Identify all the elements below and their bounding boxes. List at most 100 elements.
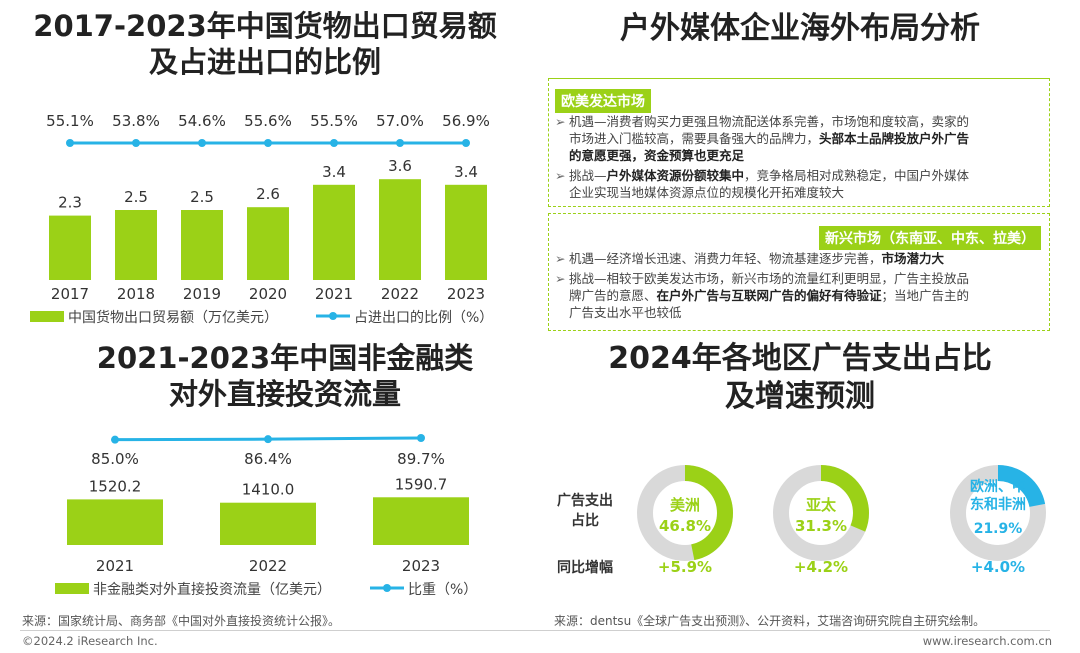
chart1-title-line1: 2017-2023年中国货物出口贸易额 [33,9,497,43]
odi-flow-chart: 非金融类对外直接投资流量（亿美元） 比重（%） 1520.2 2021 85.0% 1… [55,434,477,598]
legend-line-label: 占进出口的比例（%） [354,310,493,326]
export-bar [247,207,289,280]
export-trade-chart: 中国货物出口贸易额（万亿美元） 占进出口的比例（%） 2.3 2017 55.1% 2… [30,112,493,326]
share-row-label-line1: 广告支出 [557,492,613,509]
chart2-title-line1: 2021-2023年中国非金融类 [96,341,474,375]
region-share: 21.9% [974,521,1023,537]
odi-bar [373,497,469,545]
year-tick-label: 2018 [117,285,155,303]
chart1-title-line2: 及占进出口的比例 [148,45,381,80]
region-growth: +5.9% [658,558,712,576]
export-bar-value: 3.6 [388,157,412,175]
year-tick-label: 2021 [96,557,134,575]
export-bar-value: 3.4 [322,163,346,181]
legend-line-label: 比重（%） [408,582,477,598]
share-point-label: 56.9% [442,112,490,130]
developed-challenge: ➢ 挑战—户外媒体资源份额较集中，竞争格局相对成熟稳定，中国户外媒体 企业实现当地… [555,168,970,200]
donut-segment [950,465,1046,561]
region-share: 31.3% [795,517,847,535]
emerging-market-tag: 新兴市场（东南亚、中东、拉美） [819,226,1041,250]
share-point-label: 55.6% [244,112,292,130]
odi-bar-value: 1410.0 [242,481,295,499]
export-bar [313,184,355,280]
region-name: 美洲 [670,496,700,514]
export-bar [445,184,487,280]
legend-bar-swatch [55,583,89,594]
export-bar [49,215,91,280]
region-name: 欧洲、中东和非洲 [970,478,1026,513]
odi-bar-value: 1520.2 [89,477,142,495]
year-tick-label: 2023 [447,285,485,303]
ad-spend-title: 2024年各地区广告支出占比 及增速预测 [560,340,1040,415]
donut-segment [637,465,733,561]
legend-bar-label: 中国货物出口贸易额（万亿美元） [68,309,278,326]
year-tick-label: 2021 [315,285,353,303]
share-point-label: 57.0% [376,112,424,130]
legend-bar-swatch [30,311,64,322]
ad-spend-title-line1: 2024年各地区广告支出占比 [608,341,992,376]
ad-spend-title-line2: 及增速预测 [725,378,875,414]
chart1-title: 2017-2023年中国货物出口贸易额 及占进出口的比例 [10,8,520,81]
bullet-arrow-icon: ➢ [555,251,566,266]
year-tick-label: 2020 [249,285,287,303]
region-growth: +4.2% [794,558,848,576]
region-share: 46.8% [659,517,711,535]
odi-bar [220,502,316,545]
share-point-label: 53.8% [112,112,160,130]
share-row-label-line2: 占比 [571,512,599,529]
odi-share-point [417,434,425,442]
share-point [396,139,404,147]
export-bar-value: 2.3 [58,194,82,212]
outdoor-media-title: 户外媒体企业海外布局分析 [620,11,980,46]
odi-bar-value: 1590.7 [395,475,448,493]
chart2-title-line2: 对外直接投资流量 [168,377,401,412]
bullet-arrow-icon: ➢ [555,114,566,129]
year-tick-label: 2017 [51,285,89,303]
share-point [198,139,206,147]
share-point-label: 55.1% [46,112,94,130]
year-tick-label: 2019 [183,285,221,303]
export-bar [115,210,157,280]
share-point [330,139,338,147]
developed-opportunity: ➢ 机遇—消费者购买力更强且物流配送体系完善，市场饱和度较高，卖家的 市场进入门槛… [555,114,970,163]
year-tick-label: 2022 [381,285,419,303]
odi-bar [67,499,163,545]
region-name: 亚太 [806,496,837,514]
odi-share-label: 86.4% [244,450,292,468]
chart2-title: 2021-2023年中国非金融类 对外直接投资流量 [40,340,530,413]
legend-line-marker [329,312,337,320]
donut-segment [773,465,869,561]
emerging-challenge: ➢ 挑战—相较于欧美发达市场，新兴市场的流量红利更明显，广告主投放品 牌广告的意愿… [555,271,970,320]
share-point [462,139,470,147]
emerging-opportunity: ➢ 机遇—经济增长迅速、消费力年轻、物流基建逐步完善，市场潜力大 [555,251,945,266]
copyright: ©2024.2 iResearch Inc. [22,634,158,648]
legend-bar-label: 非金融类对外直接投资流量（亿美元） [93,581,331,598]
region-growth: +4.0% [971,558,1025,576]
ad-spend-donuts: 广告支出 占比 同比增幅 美洲 46.8% +5.9% 亚太 31.3% +4.2% 欧洲、… [557,465,1046,576]
growth-row-label: 同比增幅 [557,559,613,576]
source-left: 来源：国家统计局、商务部《中国对外直接投资统计公报》。 [22,614,341,628]
bullet-arrow-icon: ➢ [555,271,566,286]
year-tick-label: 2023 [402,557,440,575]
export-bar-value: 3.4 [454,163,478,181]
odi-share-label: 89.7% [397,450,445,468]
share-point-label: 55.5% [310,112,358,130]
share-point-label: 54.6% [178,112,226,130]
share-point [132,139,140,147]
footer-divider [20,630,1050,631]
website-link[interactable]: www.iresearch.com.cn [922,634,1052,648]
year-tick-label: 2022 [249,557,287,575]
bullet-arrow-icon: ➢ [555,168,566,183]
odi-share-point [111,435,119,444]
export-bar [379,179,421,280]
legend-line-marker [383,584,391,592]
odi-share-label: 85.0% [91,450,139,468]
emerging-market-box: 新兴市场（东南亚、中东、拉美） ➢ 机遇—经济增长迅速、消费力年轻、物流基建逐步完… [548,213,1050,331]
export-bar-value: 2.6 [256,185,280,203]
odi-share-point [264,435,272,444]
share-point [264,139,272,147]
export-bar-value: 2.5 [190,188,214,206]
developed-market-box: 欧美发达市场 ➢ 机遇—消费者购买力更强且物流配送体系完善，市场饱和度较高，卖家的… [548,78,1050,207]
export-bar-value: 2.5 [124,188,148,206]
export-bar [181,210,223,280]
